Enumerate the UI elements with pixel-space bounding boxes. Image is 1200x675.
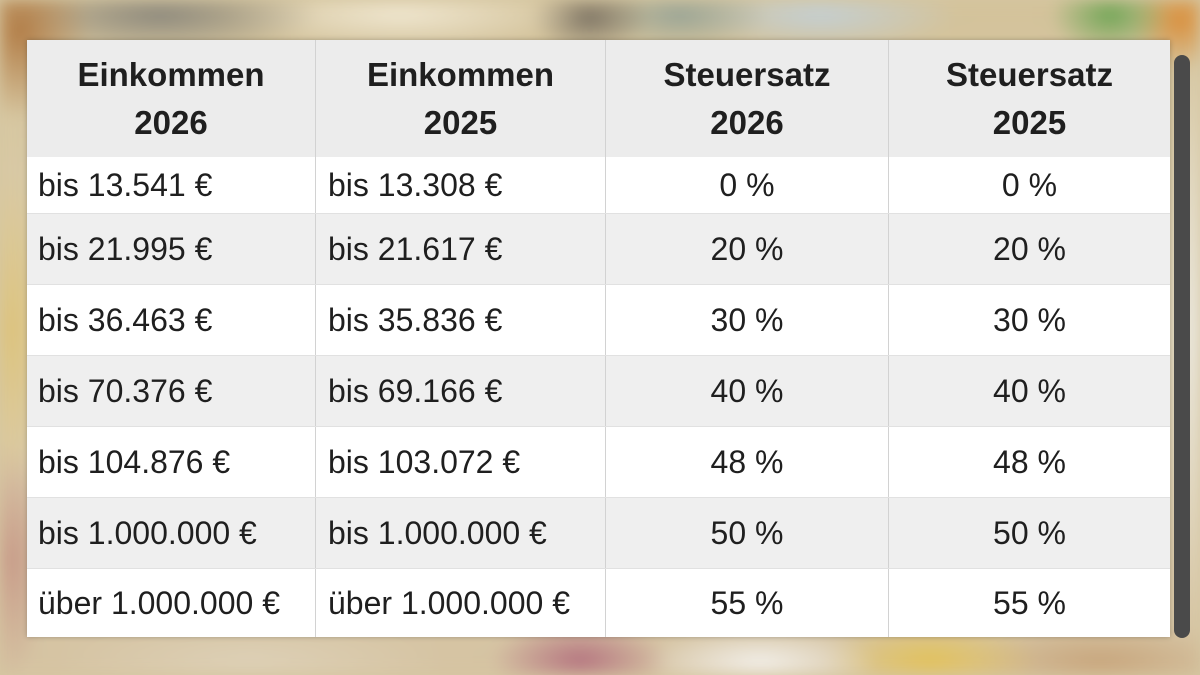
- table-header-row: Einkommen 2026 Einkommen 2025 Steuersatz…: [27, 40, 1170, 157]
- header-line: Einkommen: [366, 55, 555, 93]
- tax-rate-2025-cell: 55 %: [993, 584, 1066, 621]
- table-row: bis 36.463 € bis 35.836 € 30 % 30 %: [27, 284, 1170, 355]
- income-2026-cell: über 1.000.000 €: [27, 569, 316, 637]
- header-line: Einkommen: [77, 55, 265, 93]
- income-2026-cell: bis 1.000.000 €: [27, 498, 316, 568]
- tax-rate-2026-cell: 55 %: [606, 569, 889, 637]
- column-header-income-2025: Einkommen 2025: [316, 40, 606, 157]
- income-2026-cell: bis 13.541 €: [27, 157, 316, 213]
- table-row: bis 21.995 € bis 21.617 € 20 % 20 %: [27, 213, 1170, 284]
- table-row: bis 1.000.000 € bis 1.000.000 € 50 % 50 …: [27, 497, 1170, 568]
- table-row: bis 70.376 € bis 69.166 € 40 % 40 %: [27, 355, 1170, 426]
- tax-rate-2026-cell: 20 %: [606, 214, 889, 284]
- income-2026-cell: bis 104.876 €: [27, 427, 316, 497]
- income-2025-cell: bis 103.072 €: [316, 427, 606, 497]
- header-line: Steuersatz: [946, 55, 1113, 93]
- tax-rate-2025-cell: 50 %: [993, 514, 1066, 551]
- income-2026-cell: bis 36.463 €: [27, 285, 316, 355]
- header-line: Steuersatz: [663, 55, 831, 93]
- income-2026-cell: bis 70.376 €: [27, 356, 316, 426]
- income-2025-cell: bis 1.000.000 €: [316, 498, 606, 568]
- tax-rate-2025-cell: 48 %: [993, 443, 1066, 480]
- table-row: bis 13.541 € bis 13.308 € 0 % 0 %: [27, 157, 1170, 213]
- header-year: 2026: [134, 103, 208, 141]
- tax-rate-2026-cell: 0 %: [606, 157, 889, 213]
- column-header-tax-rate-2026: Steuersatz 2026: [606, 40, 889, 157]
- header-year: 2026: [710, 103, 784, 141]
- tax-rate-2025-cell: 30 %: [993, 301, 1066, 338]
- tax-rate-2025-cell: 0 %: [1001, 166, 1058, 203]
- income-2025-cell: über 1.000.000 €: [316, 569, 606, 637]
- income-2025-cell: bis 69.166 €: [316, 356, 606, 426]
- income-2026-cell: bis 21.995 €: [27, 214, 316, 284]
- column-header-tax-rate-2025: Steuersatz 2025: [889, 40, 1170, 157]
- income-2025-cell: bis 13.308 €: [316, 157, 606, 213]
- column-header-income-2026: Einkommen 2026: [27, 40, 316, 157]
- header-year: 2025: [992, 103, 1067, 141]
- tax-rate-2025-cell: 20 %: [993, 230, 1066, 267]
- tax-rate-2026-cell: 40 %: [606, 356, 889, 426]
- tax-rate-2026-cell: 30 %: [606, 285, 889, 355]
- tax-rate-2026-cell: 48 %: [606, 427, 889, 497]
- tax-rate-2026-cell: 50 %: [606, 498, 889, 568]
- tax-bracket-table: Einkommen 2026 Einkommen 2025 Steuersatz…: [27, 40, 1170, 637]
- income-2025-cell: bis 21.617 €: [316, 214, 606, 284]
- table-row: bis 104.876 € bis 103.072 € 48 % 48 %: [27, 426, 1170, 497]
- income-2025-cell: bis 35.836 €: [316, 285, 606, 355]
- table-row: über 1.000.000 € über 1.000.000 € 55 % 5…: [27, 568, 1170, 637]
- header-year: 2025: [423, 103, 498, 141]
- scrollbar-thumb[interactable]: [1174, 55, 1190, 638]
- tax-rate-2025-cell: 40 %: [993, 372, 1066, 409]
